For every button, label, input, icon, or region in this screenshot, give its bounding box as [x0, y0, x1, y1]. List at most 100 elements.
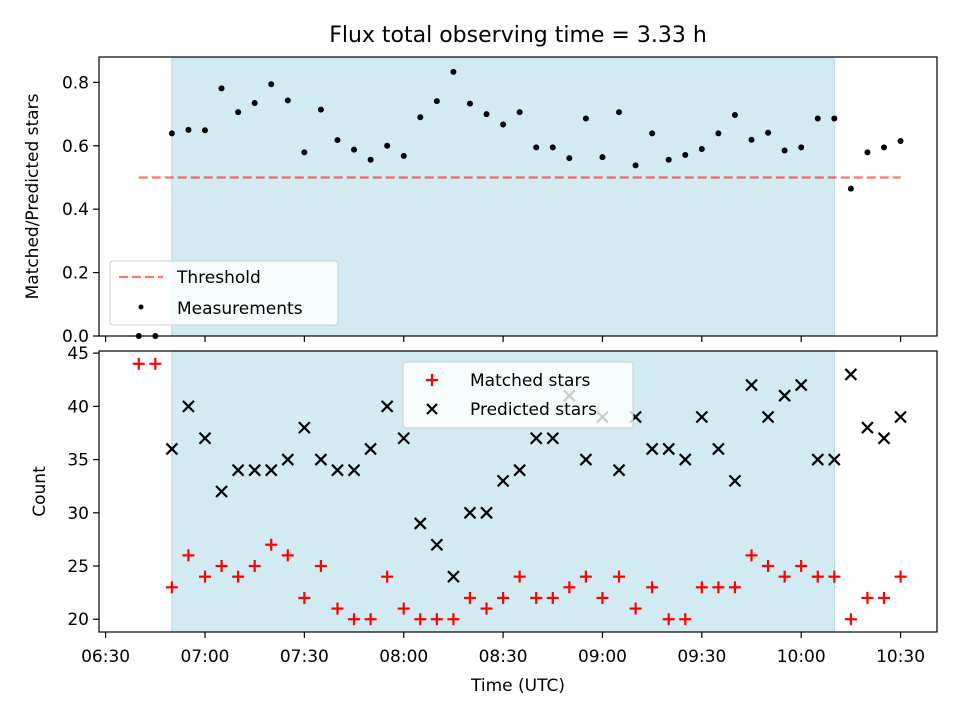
top-y-ticks: 0.0 0.2 0.4 0.6 0.8 [62, 73, 99, 347]
matched-point [762, 560, 775, 573]
predicted-point [414, 517, 427, 530]
measurement-point [367, 156, 374, 163]
bottom-legend: Matched stars Predicted stars [402, 361, 634, 429]
matched-point [348, 613, 361, 626]
predicted-point [745, 378, 758, 392]
matched-point [795, 560, 808, 573]
matched-point [298, 591, 311, 604]
measurement-point [185, 126, 192, 133]
measurement-point [384, 142, 391, 149]
matched-point [712, 581, 725, 594]
top-y-tick-label: 0.6 [62, 137, 89, 157]
matched-point [613, 570, 626, 583]
x-tick-label: 08:30 [479, 647, 528, 667]
predicted-point [397, 432, 411, 445]
measurement-point [351, 146, 358, 153]
matched-point [646, 581, 659, 594]
predicted-point [811, 453, 825, 466]
measurement-point [649, 130, 656, 137]
matched-point [811, 570, 824, 583]
predicted-point [430, 538, 444, 551]
bottom-x-ticks: 06:30 07:00 07:30 08:00 08:30 09:00 09:30 10:00… [81, 632, 925, 667]
predicted-point [662, 442, 675, 456]
measurement-point [748, 136, 755, 143]
measurement-point [632, 162, 639, 169]
matched-point [629, 602, 642, 615]
bottom-y-tick-label: 35 [67, 451, 89, 471]
matched-point [248, 560, 261, 573]
matched-point [331, 602, 344, 615]
matched-point [281, 549, 294, 562]
predicted-point [828, 453, 841, 466]
matched-point [844, 613, 857, 626]
matched-point [596, 591, 609, 604]
measurement-point [433, 98, 440, 105]
top-y-tick-label: 0.4 [62, 200, 89, 220]
legend-measurement-marker [138, 304, 144, 310]
predicted-point [894, 410, 907, 424]
matched-point [265, 538, 278, 551]
predicted-point [331, 463, 344, 477]
measurement-point [616, 109, 623, 116]
matched-point [497, 591, 510, 604]
measurement-point [483, 111, 490, 118]
bottom-axes-frame [98, 350, 938, 633]
predicted-point [794, 378, 808, 392]
predicted-point [480, 506, 493, 520]
predicted-point [529, 432, 543, 445]
x-tick-label: 10:00 [777, 647, 826, 667]
matched-points [132, 357, 907, 626]
x-tick-label: 08:00 [379, 647, 428, 667]
measurement-point [251, 99, 258, 106]
legend-predicted-label: Predicted stars [470, 400, 597, 420]
matched-point [381, 570, 394, 583]
matched-point [149, 357, 162, 370]
matched-point [198, 570, 211, 583]
matched-point [215, 560, 228, 573]
legend-matched-marker [426, 374, 438, 386]
measurement-point [301, 149, 308, 156]
predicted-point [861, 421, 874, 434]
measurement-point [599, 154, 606, 161]
x-tick-label: 09:30 [677, 647, 726, 667]
measurement-point [450, 68, 457, 75]
measurement-point [897, 138, 904, 145]
measurement-point [334, 137, 341, 144]
measurement-point [317, 106, 324, 113]
predicted-point [579, 453, 593, 466]
measurement-point [201, 127, 208, 134]
predicted-point [496, 474, 510, 488]
predicted-point [248, 463, 261, 477]
top-y-axis-label: Matched/Predicted stars [23, 93, 43, 299]
measurement-point [516, 109, 523, 116]
matched-point [165, 581, 178, 594]
measurement-point [881, 144, 888, 151]
bottom-y-tick-label: 40 [67, 397, 89, 417]
predicted-point [347, 463, 361, 477]
measurement-point [218, 85, 225, 92]
predicted-point [298, 421, 311, 434]
measurement-point [268, 81, 275, 88]
measurement-point [715, 130, 722, 137]
measurement-point [400, 152, 407, 159]
predicted-point [877, 432, 891, 445]
matched-point [513, 570, 526, 583]
bottom-legend-box [402, 361, 634, 429]
matched-point [480, 602, 493, 615]
x-tick-label: 06:30 [81, 647, 130, 667]
measurement-point [798, 144, 805, 151]
matched-point [447, 613, 460, 626]
predicted-point [546, 432, 560, 445]
predicted-point [728, 474, 742, 488]
predicted-point [844, 368, 858, 381]
measurement-point [765, 129, 772, 136]
top-y-tick-label: 0.8 [62, 73, 89, 93]
bottom-y-tick-label: 20 [67, 610, 89, 630]
predicted-point [463, 506, 477, 520]
matched-point [778, 570, 791, 583]
bottom-y-axis-label: Count [30, 466, 50, 517]
measurement-point [466, 100, 473, 107]
top-panel: 0.00.20.40.60.8 Matched/Predicted stars … [23, 56, 938, 347]
top-legend: Threshold Measurements [109, 260, 339, 326]
predicted-point [447, 570, 460, 583]
